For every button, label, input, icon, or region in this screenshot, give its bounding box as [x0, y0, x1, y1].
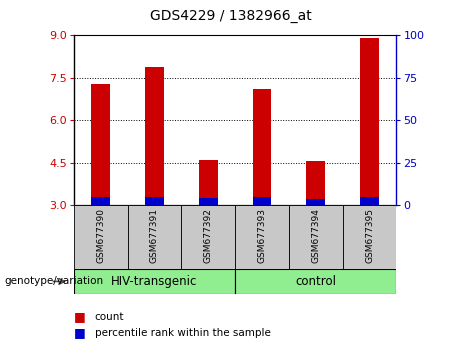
Bar — [235, 269, 396, 294]
Text: genotype/variation: genotype/variation — [5, 276, 104, 286]
Text: percentile rank within the sample: percentile rank within the sample — [95, 328, 271, 338]
Text: count: count — [95, 312, 124, 322]
Text: GSM677390: GSM677390 — [96, 209, 105, 263]
Text: HIV-transgenic: HIV-transgenic — [111, 275, 198, 288]
Bar — [343, 205, 396, 269]
Text: GSM677393: GSM677393 — [258, 209, 266, 263]
Text: GDS4229 / 1382966_at: GDS4229 / 1382966_at — [150, 9, 311, 23]
Bar — [91, 84, 110, 205]
Bar — [253, 198, 272, 205]
Text: GSM677391: GSM677391 — [150, 209, 159, 263]
Bar — [360, 38, 379, 205]
Bar — [360, 198, 379, 205]
Bar — [74, 269, 235, 294]
Bar — [235, 205, 289, 269]
Text: ■: ■ — [74, 310, 85, 323]
Text: control: control — [296, 275, 336, 288]
Bar — [74, 205, 128, 269]
Bar — [181, 205, 235, 269]
Bar — [199, 160, 218, 205]
Bar — [145, 67, 164, 205]
Bar — [307, 161, 325, 205]
Bar — [199, 198, 218, 205]
Bar — [253, 89, 272, 205]
Text: GSM677394: GSM677394 — [311, 209, 320, 263]
Text: ■: ■ — [74, 326, 85, 339]
Bar — [145, 198, 164, 205]
Text: GSM677395: GSM677395 — [365, 209, 374, 263]
Bar — [91, 198, 110, 205]
Bar — [128, 205, 181, 269]
Bar — [307, 199, 325, 205]
Bar — [289, 205, 343, 269]
Text: GSM677392: GSM677392 — [204, 209, 213, 263]
